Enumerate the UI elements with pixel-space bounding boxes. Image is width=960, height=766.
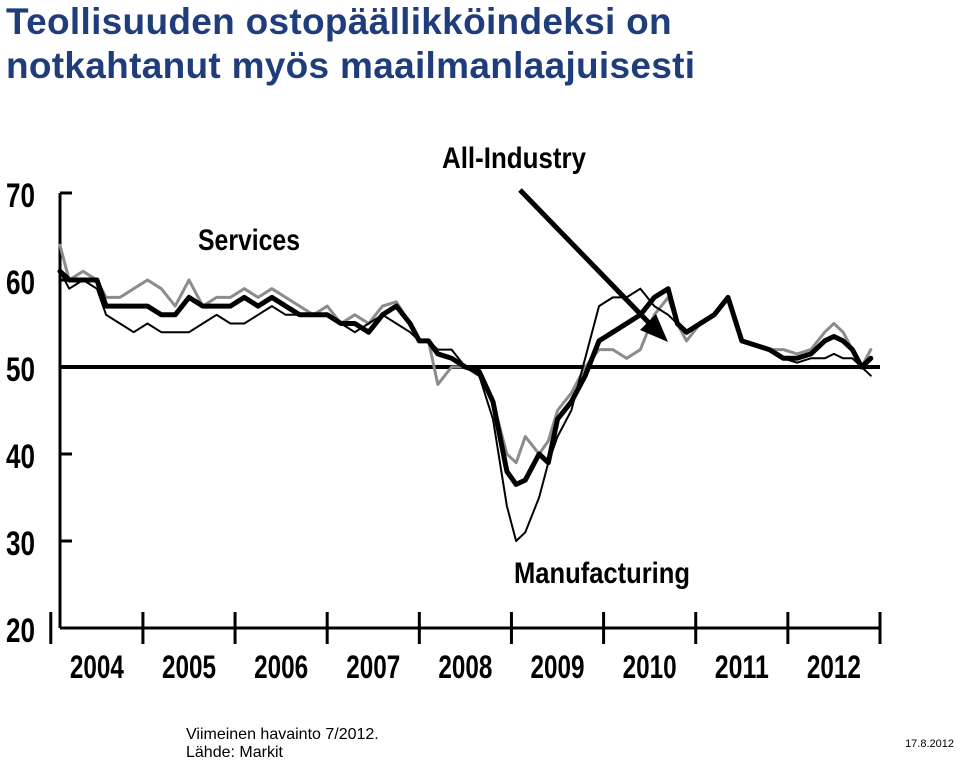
y-tick-label: 20 — [6, 612, 35, 650]
x-tick-label: 2011 — [715, 649, 769, 685]
chart-series — [57, 243, 874, 542]
y-tick-label: 40 — [6, 438, 35, 476]
chart-annotations: All-Industry Services Manufacturing — [198, 142, 690, 590]
chart-axes: 20 30 40 50 60 70 2004 2005 2006 2007 2008 2009 2010… — [6, 177, 882, 685]
x-tick-label: 2005 — [162, 649, 216, 685]
x-tick-label: 2010 — [623, 649, 677, 685]
all-industry-arrow-line — [518, 188, 654, 328]
annotation-all-industry: All-Industry — [442, 142, 586, 175]
services-series-line — [58, 243, 873, 465]
x-tick-label: 2007 — [346, 649, 400, 685]
x-tick-label: 2009 — [531, 649, 585, 685]
x-tick-label: 2008 — [438, 649, 492, 685]
x-tick-label: 2006 — [254, 649, 308, 685]
y-tick-label: 70 — [6, 177, 35, 215]
slide-footer: Viimeinen havainto 7/2012. Lähde: Markit — [186, 726, 379, 762]
all-industry-series-line — [57, 268, 874, 487]
slide-date: 17.8.2012 — [905, 738, 954, 750]
slide-title-line-1: Teollisuuden ostopäällikköindeksi on — [6, 1, 672, 42]
y-tick-label: 60 — [6, 264, 35, 302]
y-tick-label: 30 — [6, 525, 35, 563]
annotation-services: Services — [198, 224, 300, 257]
slide-title-line-2: notkahtanut myös maailmanlaajuisesti — [6, 45, 696, 86]
x-tick-label: 2004 — [70, 649, 124, 685]
last-observation-note: Viimeinen havainto 7/2012. — [186, 726, 379, 743]
manufacturing-series-line — [59, 270, 872, 542]
x-tick-label: 2012 — [807, 649, 861, 685]
source-note: Lähde: Markit — [186, 744, 283, 761]
all-industry-arrow-head — [640, 314, 668, 342]
y-tick-label: 50 — [6, 351, 35, 389]
annotation-manufacturing: Manufacturing — [514, 557, 690, 590]
slide-title: Teollisuuden ostopäällikköindeksi on not… — [6, 0, 695, 88]
